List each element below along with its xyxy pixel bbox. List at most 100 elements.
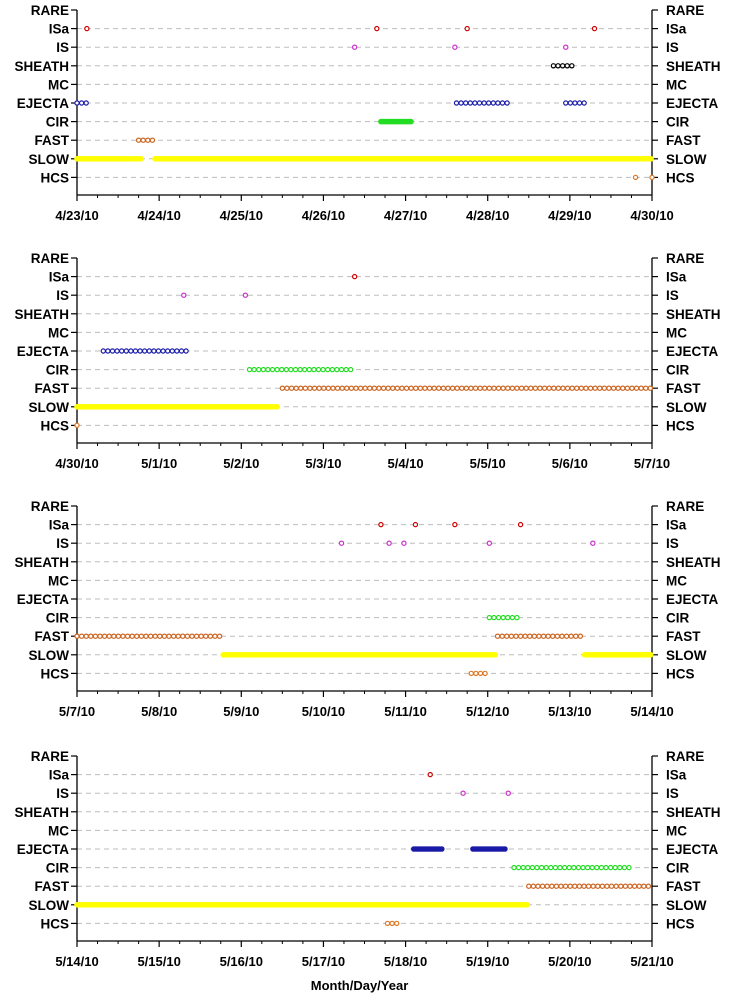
mark-slow bbox=[274, 403, 280, 410]
mark-fast bbox=[371, 385, 378, 391]
x-tick-label: 4/30/10 bbox=[630, 208, 673, 223]
mark-fast bbox=[504, 633, 510, 639]
mark-fast bbox=[526, 883, 532, 889]
y-label-left-rare: RARE bbox=[31, 749, 69, 764]
mark-cir bbox=[584, 864, 591, 871]
mark-fast bbox=[545, 633, 551, 639]
y-label-left-sheath: SHEATH bbox=[14, 555, 69, 570]
mark-fast bbox=[302, 385, 309, 391]
y-label-left-cir: CIR bbox=[46, 861, 70, 876]
mark-cir bbox=[283, 366, 289, 373]
mark-cir bbox=[348, 366, 354, 373]
mark-fast bbox=[537, 385, 543, 391]
y-label-right-hcs: HCS bbox=[666, 418, 695, 433]
mark-fast bbox=[590, 883, 596, 889]
mark-fast bbox=[645, 883, 652, 889]
mark-is bbox=[401, 540, 407, 546]
mark-fast bbox=[482, 385, 488, 391]
mark-cir bbox=[571, 864, 577, 871]
mark-fast bbox=[627, 883, 633, 889]
mark-fast bbox=[134, 633, 140, 639]
panel-1: RARE RARE ISa ISa IS IS SHEATH SHEATH MC MC EJECTA… bbox=[14, 3, 720, 223]
mark-cir bbox=[525, 864, 531, 871]
x-tick-label: 4/27/10 bbox=[384, 208, 427, 223]
mark-fast bbox=[544, 883, 550, 889]
mark-cir bbox=[505, 614, 511, 621]
mark-fast bbox=[129, 633, 135, 639]
mark-ejecta bbox=[146, 348, 152, 354]
mark-cir bbox=[320, 366, 326, 373]
y-label-left-fast: FAST bbox=[34, 133, 69, 148]
mark-fast bbox=[454, 385, 460, 391]
x-tick-label: 5/10/10 bbox=[302, 704, 345, 719]
panel-3: RARE RARE ISa ISa IS IS SHEATH SHEATH MC MC EJECTA… bbox=[14, 499, 720, 719]
y-label-left-cir: CIR bbox=[46, 611, 70, 626]
mark-cir bbox=[500, 614, 506, 621]
mark-is bbox=[460, 790, 466, 796]
mark-fast bbox=[509, 385, 516, 391]
y-label-left-sheath: SHEATH bbox=[14, 805, 69, 820]
x-tick-label: 5/18/10 bbox=[384, 954, 427, 969]
mark-fast bbox=[499, 633, 505, 639]
mark-fast bbox=[403, 385, 410, 391]
mark-fast bbox=[647, 385, 654, 391]
x-tick-label: 5/19/10 bbox=[466, 954, 509, 969]
mark-cir bbox=[288, 366, 294, 373]
x-tick-label: 5/7/10 bbox=[59, 704, 95, 719]
mark-hcs bbox=[468, 670, 474, 677]
y-label-right-cir: CIR bbox=[666, 115, 690, 130]
y-label-right-sheath: SHEATH bbox=[666, 555, 721, 570]
mark-ejecta bbox=[486, 100, 492, 106]
mark-cir bbox=[306, 366, 312, 373]
mark-fast bbox=[316, 385, 322, 391]
y-label-left-rare: RARE bbox=[31, 251, 69, 266]
mark-fast bbox=[491, 385, 497, 391]
x-tick-label: 4/26/10 bbox=[302, 208, 345, 223]
mark-cir bbox=[408, 118, 414, 125]
x-tick-label: 5/13/10 bbox=[548, 704, 591, 719]
y-label-left-slow: SLOW bbox=[29, 898, 70, 913]
y-label-left-is: IS bbox=[56, 40, 69, 55]
mark-fast bbox=[193, 633, 200, 639]
mark-slow bbox=[648, 156, 654, 162]
mark-fast bbox=[500, 385, 506, 391]
mark-is bbox=[338, 540, 345, 546]
mark-fast bbox=[494, 633, 501, 639]
mark-fast bbox=[408, 385, 414, 391]
mark-is bbox=[505, 790, 511, 796]
mark-fast bbox=[564, 385, 571, 391]
mark-cir bbox=[552, 864, 559, 871]
y-label-left-mc: MC bbox=[48, 77, 69, 92]
mark-cir bbox=[325, 366, 331, 373]
mark-hcs bbox=[473, 670, 479, 677]
y-label-right-mc: MC bbox=[666, 77, 687, 92]
mark-isa bbox=[517, 521, 524, 528]
mark-cir bbox=[561, 864, 568, 871]
x-tick-label: 4/24/10 bbox=[137, 208, 180, 223]
mark-fast bbox=[641, 883, 647, 889]
mark-fast bbox=[572, 883, 578, 889]
mark-is bbox=[386, 540, 392, 546]
mark-fast bbox=[311, 385, 318, 391]
mark-fast bbox=[532, 385, 539, 391]
mark-slow bbox=[492, 651, 499, 658]
mark-fast bbox=[550, 633, 556, 639]
mark-cir bbox=[260, 366, 266, 373]
y-label-right-is: IS bbox=[666, 536, 679, 551]
mark-fast bbox=[606, 385, 612, 391]
mark-ejecta bbox=[576, 100, 583, 106]
panel-4: RARE RARE ISa ISa IS IS SHEATH SHEATH MC MC EJECTA… bbox=[14, 749, 720, 969]
mark-ejecta bbox=[123, 348, 129, 354]
y-label-left-isa: ISa bbox=[49, 518, 70, 533]
mark-fast bbox=[184, 633, 191, 639]
mark-fast bbox=[135, 137, 142, 143]
mark-fast bbox=[518, 385, 525, 391]
y-label-left-slow: SLOW bbox=[29, 400, 70, 415]
mark-fast bbox=[284, 385, 290, 391]
mark-cir bbox=[329, 366, 335, 373]
x-tick-label: 5/20/10 bbox=[548, 954, 591, 969]
mark-sheath bbox=[569, 63, 575, 69]
y-label-right-isa: ISa bbox=[666, 518, 687, 533]
mark-isa bbox=[378, 521, 384, 528]
